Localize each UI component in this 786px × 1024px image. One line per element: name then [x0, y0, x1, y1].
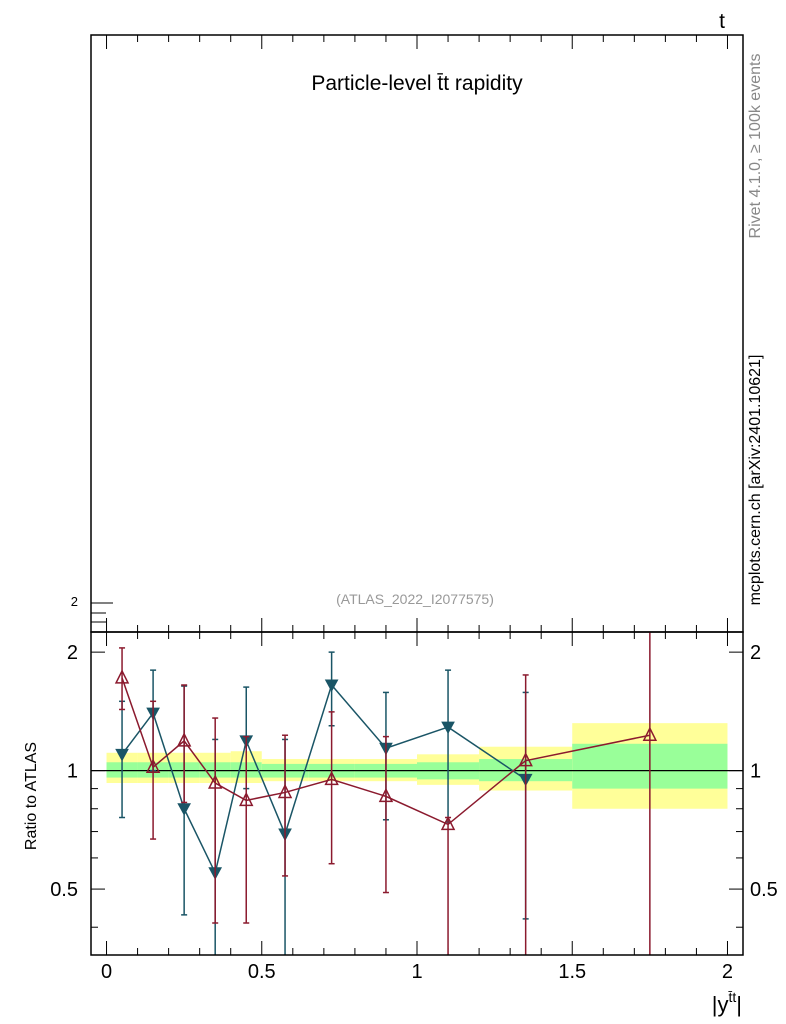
y-tick-label-right: 2 [750, 642, 761, 664]
rivet-version-label: Rivet 4.1.0, ≥ 100k events [747, 54, 764, 239]
data-point [518, 751, 533, 767]
x-tick-label: 1 [411, 961, 422, 983]
y-tick-label: 2 [67, 642, 78, 664]
y-tick-label: 1 [67, 761, 78, 783]
top-right-label: t [719, 10, 725, 33]
x-tick-label: 1.5 [558, 961, 586, 983]
data-point [114, 669, 130, 684]
x-tick-label: 0 [101, 961, 112, 983]
x-axis-label: |yt̄t| [712, 989, 742, 1017]
ratio-panel-ticks: 0 0.5 1 1.5 2 0.5 0.5 1 1 2 2 [50, 632, 778, 983]
data-point [642, 726, 658, 741]
data-point [176, 732, 192, 747]
y-tick-label: 0.5 [50, 879, 78, 901]
data-point [207, 774, 223, 789]
x-tick-label: 0.5 [248, 961, 276, 983]
main-panel-frame [90, 34, 744, 633]
series-line [121, 683, 527, 876]
data-point [440, 815, 456, 831]
data-point [145, 758, 161, 773]
x-tick-label: 2 [722, 961, 733, 983]
x-axis-label-superscript: t̄t [728, 989, 736, 1005]
ratio-panel-frame [90, 631, 744, 956]
ratio-series-group [114, 632, 658, 955]
data-point [324, 770, 339, 786]
data-point [239, 791, 254, 807]
chart-title: Particle-level t̄t rapidity [311, 72, 523, 95]
mcplots-source-label: mcplots.cern.ch [arXiv:2401.10621] [747, 355, 764, 606]
series-generator-b [114, 632, 658, 955]
data-point [177, 803, 191, 816]
x-axis-label-main: |y [712, 992, 729, 1017]
y-tick-label-right: 0.5 [750, 879, 778, 901]
data-point [324, 679, 339, 693]
data-point [277, 783, 293, 799]
data-point [441, 721, 455, 735]
main-y-tick-label: 2 [71, 594, 78, 609]
y-axis-label: Ratio to ATLAS [23, 742, 40, 850]
series-generator-a [115, 651, 533, 955]
watermark-label: (ATLAS_2022_I2077575) [336, 591, 494, 607]
y-tick-label-right: 1 [750, 761, 761, 783]
main-panel-ticks [91, 35, 728, 632]
data-point [115, 748, 129, 762]
x-axis-label-close: | [736, 992, 742, 1017]
uncertainty-bands [106, 723, 728, 809]
data-point [378, 787, 394, 803]
